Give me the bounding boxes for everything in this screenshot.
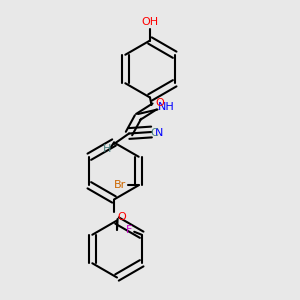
Text: H: H [103, 143, 112, 154]
Text: O: O [155, 98, 164, 108]
Text: F: F [126, 225, 132, 235]
Text: Br: Br [114, 180, 126, 190]
Text: O: O [117, 212, 126, 222]
Text: NH: NH [158, 102, 175, 112]
Text: N: N [155, 128, 163, 138]
Text: C: C [150, 128, 158, 138]
Text: OH: OH [141, 17, 159, 27]
